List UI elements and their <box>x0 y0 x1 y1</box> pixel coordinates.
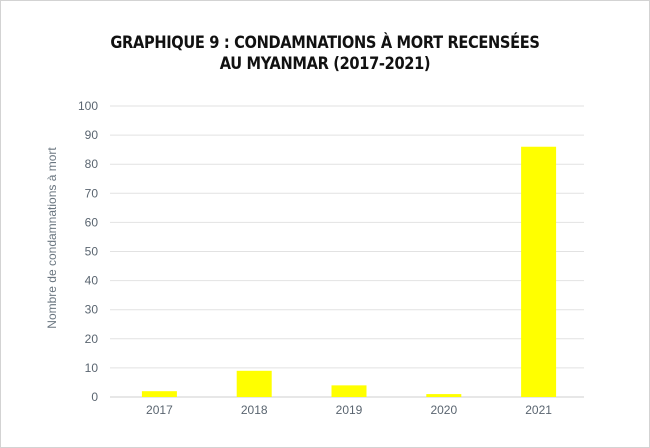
bar-2019 <box>331 385 367 397</box>
y-axis-ticks: 0 10 20 30 40 50 60 70 80 90 100 <box>78 99 98 404</box>
y-tick-label: 0 <box>91 390 98 404</box>
x-tick-label: 2019 <box>336 403 363 417</box>
bar-2017 <box>141 391 177 397</box>
x-tick-label: 2020 <box>430 403 457 417</box>
chart-title-line-1: GRAPHIQUE 9 : CONDAMNATIONS À MORT RECEN… <box>110 33 540 53</box>
y-tick-label: 70 <box>85 186 99 200</box>
y-tick-label: 20 <box>85 332 99 346</box>
y-tick-label: 100 <box>78 99 98 113</box>
y-tick-label: 10 <box>85 361 99 375</box>
y-tick-label: 30 <box>85 303 99 317</box>
y-tick-label: 80 <box>85 157 99 171</box>
bar-2021 <box>521 146 557 397</box>
bars <box>141 146 557 397</box>
x-tick-label: 2018 <box>241 403 268 417</box>
chart-title-line-2: AU MYANMAR (2017-2021) <box>219 54 431 74</box>
y-tick-label: 90 <box>85 128 99 142</box>
y-tick-label: 60 <box>85 215 99 229</box>
bar-2020 <box>426 394 462 397</box>
x-axis-ticks: 2017 2018 2019 2020 2021 <box>146 403 552 417</box>
y-tick-label: 50 <box>85 245 99 259</box>
gridlines <box>110 105 584 398</box>
x-tick-label: 2021 <box>525 403 552 417</box>
y-tick-label: 40 <box>85 274 99 288</box>
bar-2018 <box>236 370 272 397</box>
x-tick-label: 2017 <box>146 403 173 417</box>
y-axis-label: Nombre de condamnations à mort <box>45 147 59 329</box>
